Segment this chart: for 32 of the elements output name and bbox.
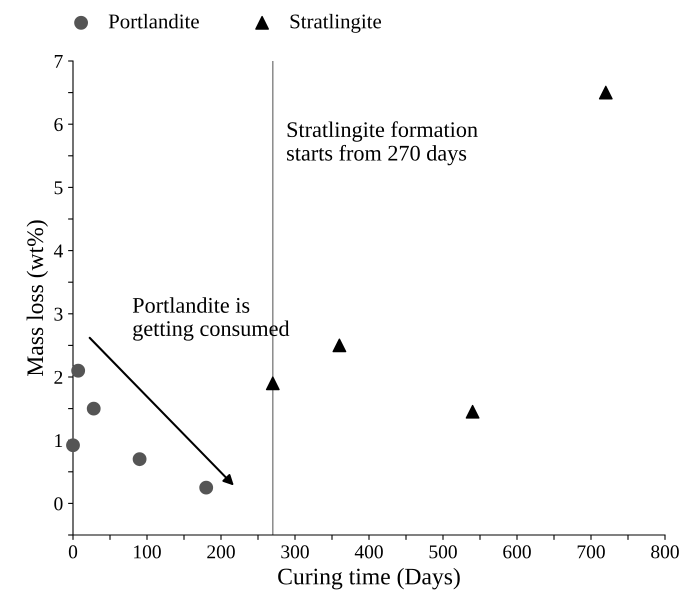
- y-tick-label: 7: [54, 55, 63, 68]
- x-tick-label: 100: [134, 545, 161, 558]
- legend-label: Portlandite: [108, 14, 199, 28]
- y-tick-label: 4: [54, 244, 63, 258]
- y-tick-label: 2: [54, 370, 62, 384]
- x-tick-label: 0: [68, 545, 78, 558]
- y-tick-label: 0: [54, 497, 63, 510]
- point: [466, 404, 480, 419]
- x-tick-label: 800: [651, 545, 679, 558]
- point: [86, 402, 101, 416]
- point: [266, 376, 280, 390]
- y-tick-label: 5: [54, 181, 63, 194]
- legend-label: Stratlingite: [290, 14, 382, 33]
- point: [132, 452, 147, 466]
- point: [71, 364, 86, 378]
- x-tick-label: 500: [430, 545, 457, 558]
- point: [66, 438, 80, 452]
- annotation: Stratlingite formation starts from 270 days: [287, 121, 478, 166]
- x-tick-label: 600: [503, 545, 531, 558]
- y-tick-label: 3: [54, 308, 63, 321]
- y-axis-title: Mass loss (wt%): [26, 220, 48, 376]
- y-tick-label: 1: [55, 434, 62, 447]
- x-tick-label: 700: [578, 545, 605, 558]
- x-axis-title: Curing time (Days): [278, 568, 460, 590]
- x-tick-label: 400: [354, 545, 383, 558]
- x-tick-label: 300: [281, 545, 309, 558]
- point: [598, 86, 613, 100]
- point: [199, 480, 214, 495]
- y-tick-label: 6: [54, 118, 63, 132]
- x-tick-label: 200: [207, 545, 235, 558]
- point: [332, 338, 346, 352]
- annotation: Portlandite is getting consumed: [132, 297, 290, 341]
